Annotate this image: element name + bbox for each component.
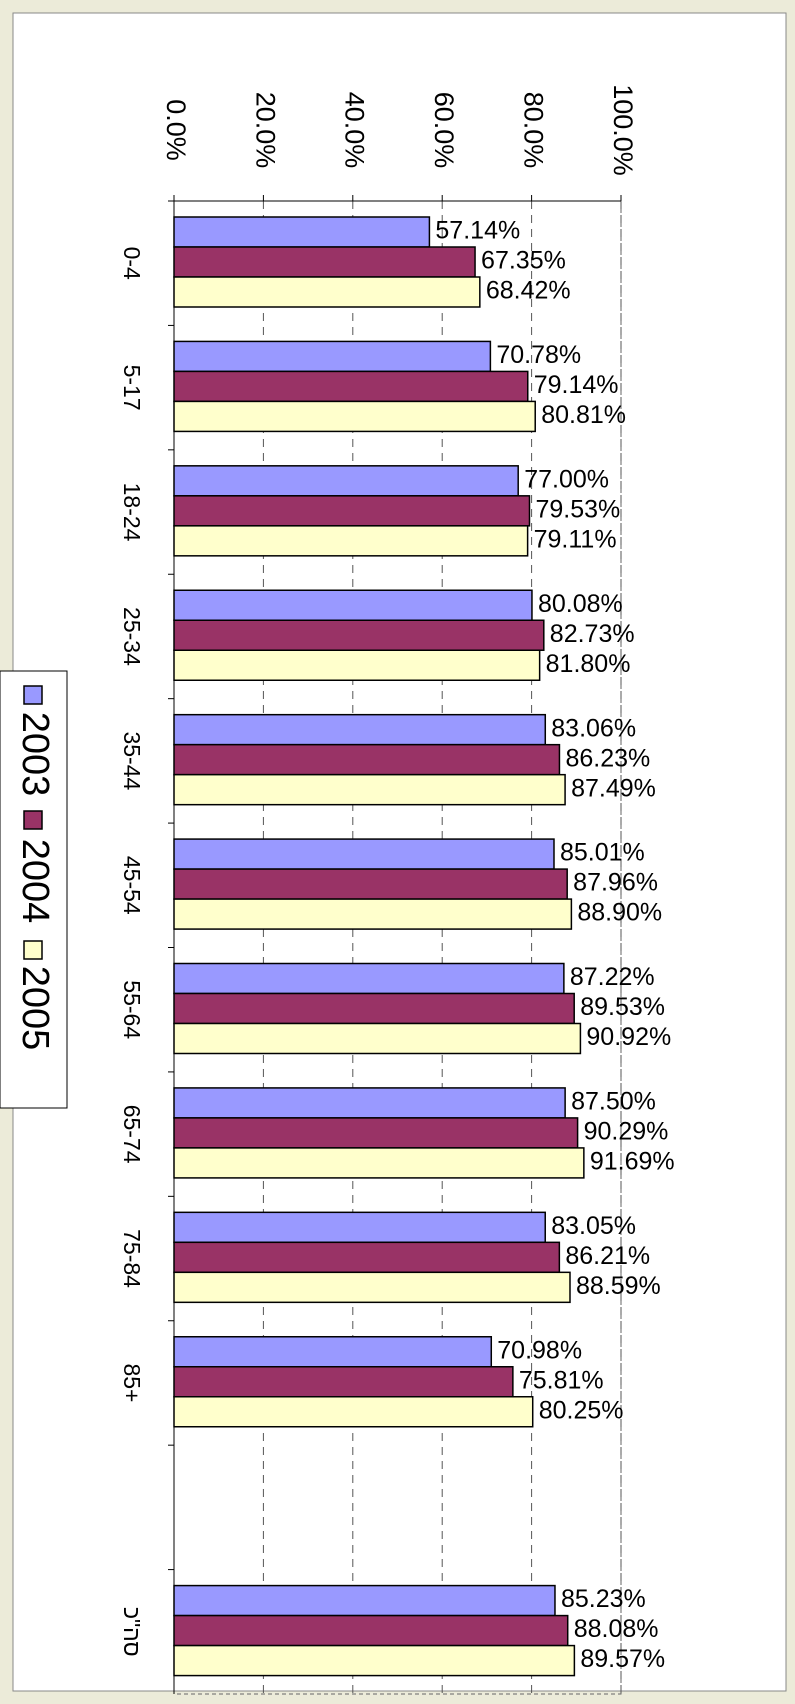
y-tick-label: 25-34 [119, 607, 145, 666]
y-tick-label: 45-54 [119, 856, 145, 915]
bar [173, 1614, 569, 1647]
bar [173, 1644, 576, 1677]
y-tick-label: 0-4 [119, 247, 145, 280]
bar [173, 340, 492, 373]
value-label: 68.42% [486, 277, 571, 305]
value-label: 57.14% [435, 217, 520, 245]
value-label: 79.53% [535, 495, 620, 523]
x-tick-label: 40.0% [340, 92, 370, 169]
bar [173, 619, 545, 651]
bar [173, 216, 431, 248]
bar [173, 743, 561, 776]
value-label: 70.78% [496, 341, 581, 369]
value-label: 77.00% [524, 465, 609, 493]
legend-swatch [23, 810, 43, 830]
bar [173, 649, 541, 681]
legend-label: 2005 [14, 966, 56, 1051]
bar [173, 1396, 534, 1428]
bar [173, 589, 533, 621]
value-label: 88.08% [574, 1615, 659, 1643]
bar [173, 1147, 585, 1179]
legend-label: 2003 [14, 712, 56, 797]
x-tick-label: 0.0% [161, 99, 191, 161]
bar [173, 1117, 579, 1149]
bar [173, 773, 566, 806]
value-label: 89.57% [580, 1645, 665, 1673]
value-label: 75.81% [519, 1366, 604, 1394]
x-tick-label: 100.0% [608, 84, 638, 176]
value-label: 91.69% [590, 1148, 675, 1176]
value-label: 80.81% [541, 401, 626, 429]
bar [173, 1022, 582, 1055]
value-label: 79.11% [534, 525, 617, 553]
value-label: 80.08% [538, 590, 623, 618]
value-label: 79.14% [534, 371, 619, 399]
legend-label: 2004 [14, 839, 56, 924]
value-label: 86.23% [565, 744, 650, 772]
value-label: 87.50% [571, 1088, 656, 1116]
bar [173, 1336, 493, 1368]
value-label: 85.01% [560, 839, 645, 867]
value-label: 89.53% [580, 993, 665, 1021]
value-label: 88.90% [577, 899, 662, 927]
bar [173, 1211, 546, 1244]
bar [173, 1366, 514, 1398]
bar [173, 525, 529, 557]
y-tick-label: 55-64 [119, 980, 145, 1039]
bar [173, 495, 531, 527]
bar [173, 962, 565, 995]
y-tick-label: 5-17 [119, 365, 145, 411]
value-label: 87.49% [571, 774, 656, 802]
value-label: 90.92% [586, 1023, 671, 1051]
value-label: 88.59% [576, 1272, 661, 1300]
bar [173, 1087, 566, 1119]
y-tick-label: 35-44 [119, 731, 145, 790]
value-label: 85.23% [561, 1585, 646, 1613]
x-tick-label: 80.0% [518, 92, 548, 169]
bar [173, 370, 529, 403]
bar [173, 992, 575, 1025]
y-tick-label: 18-24 [119, 483, 145, 542]
bar [173, 868, 568, 900]
legend-swatch [23, 685, 43, 705]
bar [173, 246, 476, 278]
value-label: 83.06% [551, 714, 636, 742]
y-tick-label: 65-74 [119, 1105, 145, 1164]
x-tick-label: 20.0% [250, 92, 280, 169]
x-tick-label: 60.0% [429, 92, 459, 169]
bar [173, 838, 555, 870]
value-label: 67.35% [481, 247, 566, 275]
bar [173, 1241, 561, 1274]
legend-swatch [23, 940, 43, 960]
value-label: 70.98% [497, 1336, 582, 1364]
value-label: 87.22% [570, 963, 655, 991]
bar [173, 1584, 556, 1617]
bar [173, 1271, 571, 1304]
y-tick-label: 75-84 [119, 1229, 145, 1288]
y-tick-label: 85+ [119, 1363, 145, 1402]
value-label: 81.80% [546, 650, 631, 678]
bar [173, 276, 481, 308]
bar [173, 465, 519, 497]
y-tick-label: סה"כ [119, 1607, 145, 1657]
legend-box [0, 670, 68, 1109]
legend: 2003 2004 2005 [0, 670, 68, 1109]
value-label: 83.05% [551, 1212, 636, 1240]
value-label: 86.21% [565, 1242, 650, 1270]
bar [173, 400, 536, 433]
value-label: 90.29% [584, 1118, 669, 1146]
bar [173, 713, 547, 746]
value-label: 80.25% [539, 1396, 624, 1424]
bar [173, 898, 573, 930]
value-label: 87.96% [573, 869, 658, 897]
value-label: 82.73% [550, 620, 635, 648]
